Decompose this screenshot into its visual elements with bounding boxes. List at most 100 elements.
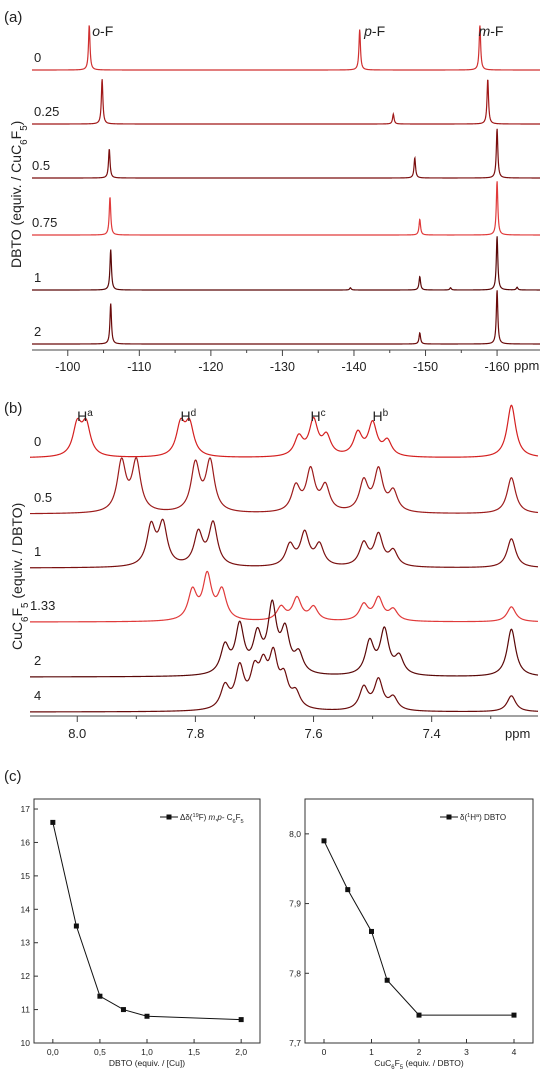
x-tick-label-b-3: 7.4 xyxy=(423,726,441,741)
x-tick-label-c2-0: 0 xyxy=(322,1047,327,1057)
series-line-c2 xyxy=(323,840,514,1016)
data-point-c2-0 xyxy=(321,838,327,844)
panel-b-label: (b) xyxy=(4,400,22,417)
peak-label-a-0: o-F xyxy=(92,23,113,39)
panel-a-peak-labels: o-F p-F m-F xyxy=(92,23,503,39)
x-tick-label-c2-1: 1 xyxy=(369,1047,374,1057)
y-tick-label-c1-4: 14 xyxy=(21,904,31,914)
y-tick-label-c2-1: 7,8 xyxy=(289,968,301,978)
y-axis-label-a-text: DBTO (equiv. / CuC6F5) xyxy=(8,121,30,268)
peak-label-b-3: Hb xyxy=(373,408,389,425)
data-point-c1-4 xyxy=(144,1013,150,1019)
y-tick-label-c1-2: 12 xyxy=(21,971,31,981)
panel-b-x-axis-label: ppm xyxy=(505,726,530,741)
spectrum-b-1 xyxy=(29,457,539,515)
x-tick-label-b-1: 7.8 xyxy=(186,726,204,741)
x-tick-label-c1-4: 2,0 xyxy=(235,1047,247,1057)
series-label-a-1: 0.25 xyxy=(34,104,59,119)
spectrum-a-2 xyxy=(32,128,540,179)
data-point-c1-1 xyxy=(73,923,79,929)
series-label-b-1: 0.5 xyxy=(34,490,52,505)
spectrum-b-0 xyxy=(29,404,539,458)
panel-a-label: (a) xyxy=(4,9,22,26)
data-point-c1-3 xyxy=(120,1007,126,1013)
panel-a-y-axis-label: DBTO (equiv. / CuC6F5) xyxy=(8,121,30,268)
plot-frame-c1 xyxy=(33,798,261,1044)
panel-a-spectra: 0 0.25 0.5 0.75 1 2 xyxy=(32,25,541,345)
x-tick-label-a-2: -120 xyxy=(198,360,223,374)
y-tick-label-c1-3: 13 xyxy=(21,938,31,948)
x-axis-label-c2: CuC6F5 (equiv. / DBTO) xyxy=(374,1058,464,1071)
data-point-c1-0 xyxy=(50,819,56,825)
legend-label-c1: Δδ(19F) m,p- C6F5 xyxy=(180,813,244,825)
x-tick-label-b-0: 8.0 xyxy=(68,726,86,741)
plot-frame-c2 xyxy=(304,798,534,1044)
x-tick-label-c1-2: 1,0 xyxy=(141,1047,153,1057)
x-tick-label-c1-1: 0,5 xyxy=(94,1047,106,1057)
panel-b-spectra: 0 0.5 1 1.33 2 4 xyxy=(29,404,539,713)
x-tick-label-c1-3: 1,5 xyxy=(188,1047,200,1057)
data-point-c1-2 xyxy=(97,993,103,999)
peak-label-a-1: p-F xyxy=(363,23,385,39)
x-tick-label-a-3: -130 xyxy=(270,360,295,374)
peak-label-a-2: m-F xyxy=(479,23,504,39)
series-line-c1 xyxy=(52,822,242,1021)
legend-label-c2: δ(1Ha) DBTO xyxy=(460,813,506,822)
y-tick-label-c1-6: 16 xyxy=(21,837,31,847)
panel-c-left-chart: 10 11 12 13 14 15 16 17 0,0 0,5 1,0 1,5 2,0 Δδ(19F) m… xyxy=(21,798,261,1068)
peak-label-b-1: Hd xyxy=(181,408,197,425)
x-tick-label-c1-0: 0,0 xyxy=(47,1047,59,1057)
spectrum-b-2 xyxy=(30,518,539,569)
y-tick-label-c2-0: 7,7 xyxy=(289,1038,301,1048)
series-label-a-0: 0 xyxy=(34,50,41,65)
spectrum-a-1 xyxy=(32,79,540,125)
x-tick-label-a-6: -160 xyxy=(485,360,510,374)
data-point-c2-4 xyxy=(416,1012,422,1018)
panel-a-x-ticks: -100 -110 -120 -130 -140 -150 -160 xyxy=(55,350,510,374)
x-tick-label-a-5: -150 xyxy=(413,360,438,374)
series-label-a-4: 1 xyxy=(34,270,41,285)
panel-b: (b) CuC6F5 (equiv. / DBTO) 0 0.5 1 1.33 2 4 H… xyxy=(4,400,539,741)
legend-marker-c2 xyxy=(446,814,452,820)
series-label-a-5: 2 xyxy=(34,324,41,339)
peak-label-b-0: Ha xyxy=(77,408,93,425)
data-point-c1-5 xyxy=(238,1017,244,1023)
series-label-b-3: 1.33 xyxy=(30,598,55,613)
data-point-c2-1 xyxy=(345,887,351,893)
series-label-b-4: 2 xyxy=(34,653,41,668)
panel-b-x-ticks: 8.0 7.8 7.6 7.4 xyxy=(68,716,492,741)
y-tick-label-c1-5: 15 xyxy=(21,871,31,881)
series-label-b-0: 0 xyxy=(34,434,41,449)
x-tick-label-c2-3: 3 xyxy=(464,1047,469,1057)
data-point-c2-5 xyxy=(511,1012,517,1018)
spectrum-a-3 xyxy=(32,181,541,236)
y-tick-label-c1-0: 10 xyxy=(21,1038,31,1048)
series-label-a-2: 0.5 xyxy=(32,158,50,173)
y-tick-label-c2-2: 7,9 xyxy=(289,899,301,909)
spectrum-a-4 xyxy=(32,236,540,291)
x-axis-label-c1: DBTO (equiv. / [Cu]) xyxy=(109,1058,185,1068)
panel-b-peak-labels: Ha Hd Hc Hb xyxy=(77,408,388,425)
series-label-b-2: 1 xyxy=(34,544,41,559)
panel-c-right-chart: 7,7 7,8 7,9 8,0 0 1 2 3 4 δ(1Ha) DBTO CuC6F5 (equi… xyxy=(289,798,534,1071)
data-point-c2-2 xyxy=(369,928,374,934)
spectrum-b-5 xyxy=(30,646,539,713)
y-tick-label-c2-3: 8,0 xyxy=(289,829,301,839)
legend-marker-c1 xyxy=(166,814,172,820)
data-point-c2-3 xyxy=(384,977,390,983)
panel-b-y-axis-label: CuC6F5 (equiv. / DBTO) xyxy=(9,503,31,650)
x-tick-label-b-2: 7.6 xyxy=(304,726,322,741)
y-axis-label-b-text: CuC6F5 (equiv. / DBTO) xyxy=(9,503,31,650)
spectrum-b-3 xyxy=(30,570,539,623)
x-tick-label-a-1: -110 xyxy=(127,360,151,374)
panel-a: (a) DBTO (equiv. / CuC6F5) 0 0.25 0.5 0.75 1… xyxy=(4,9,541,374)
series-label-b-5: 4 xyxy=(34,688,41,703)
series-label-a-3: 0.75 xyxy=(32,215,57,230)
spectrum-a-5 xyxy=(32,290,540,345)
peak-label-b-2: Hc xyxy=(310,408,325,425)
x-tick-label-c2-2: 2 xyxy=(417,1047,422,1057)
y-tick-label-c1-1: 11 xyxy=(21,1005,30,1015)
panel-c-label: (c) xyxy=(4,768,22,785)
spectrum-a-0 xyxy=(32,25,540,71)
